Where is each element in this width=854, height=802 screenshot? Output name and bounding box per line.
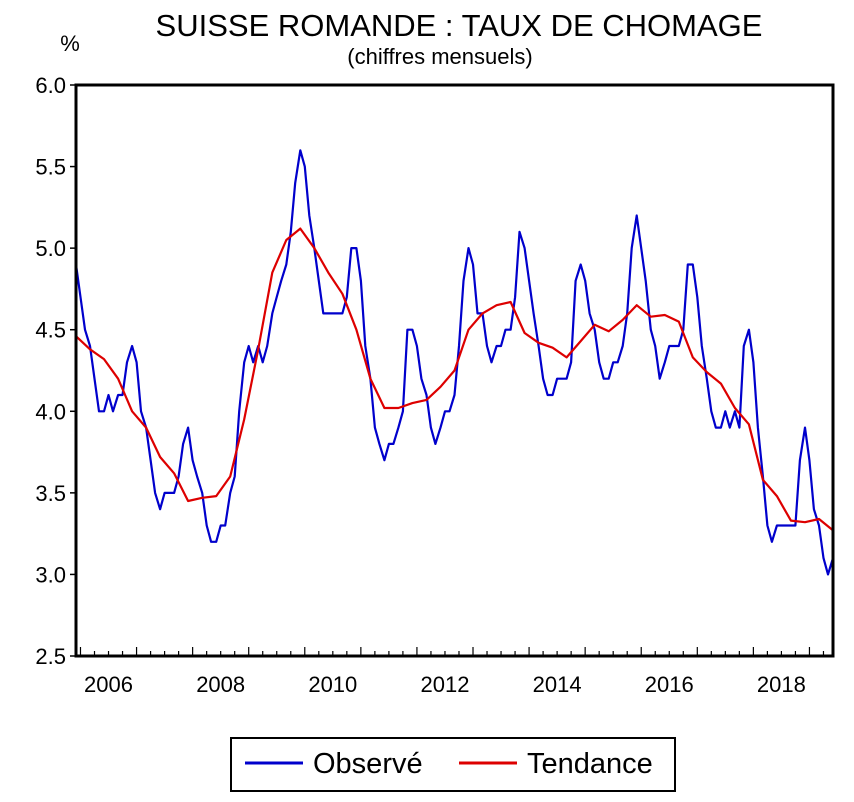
y-tick-label: 4.5 — [35, 318, 66, 343]
x-tick-label: 2006 — [84, 672, 133, 697]
x-tick-label: 2012 — [420, 672, 469, 697]
x-tick-label: 2014 — [533, 672, 582, 697]
y-tick-label: 5.5 — [35, 155, 66, 180]
plot-frame — [74, 83, 835, 658]
series-line-tendance — [74, 227, 835, 532]
legend: Observé Tendance — [230, 737, 676, 792]
y-tick-label: 2.5 — [35, 644, 66, 669]
y-tick-label: 6.0 — [35, 73, 66, 98]
x-tick-label: 2016 — [645, 672, 694, 697]
series-line-observe — [74, 149, 835, 576]
series-layer — [74, 149, 835, 576]
legend-label-observe: Observé — [313, 748, 423, 780]
x-tick-label: 2010 — [308, 672, 357, 697]
chart-title: SUISSE ROMANDE : TAUX DE CHOMAGE — [156, 8, 763, 43]
y-axis-unit: % — [60, 31, 80, 56]
chart-subtitle: (chiffres mensuels) — [347, 44, 532, 69]
legend-box — [230, 737, 676, 792]
y-tick-label: 5.0 — [35, 236, 66, 261]
y-tick-label: 4.0 — [35, 399, 66, 424]
x-tick-label: 2008 — [196, 672, 245, 697]
y-tick-label: 3.0 — [35, 562, 66, 587]
x-tick-label: 2018 — [757, 672, 806, 697]
plot-area: 6.0 5.5 5.0 4.5 4.0 3.5 3.0 2.5 2006 2008 2010 2012… — [35, 73, 835, 697]
y-tick-label: 3.5 — [35, 481, 66, 506]
axis-layer: 6.0 5.5 5.0 4.5 4.0 3.5 3.0 2.5 2006 2008 2010 2012… — [35, 73, 825, 697]
legend-label-tendance: Tendance — [527, 748, 653, 780]
